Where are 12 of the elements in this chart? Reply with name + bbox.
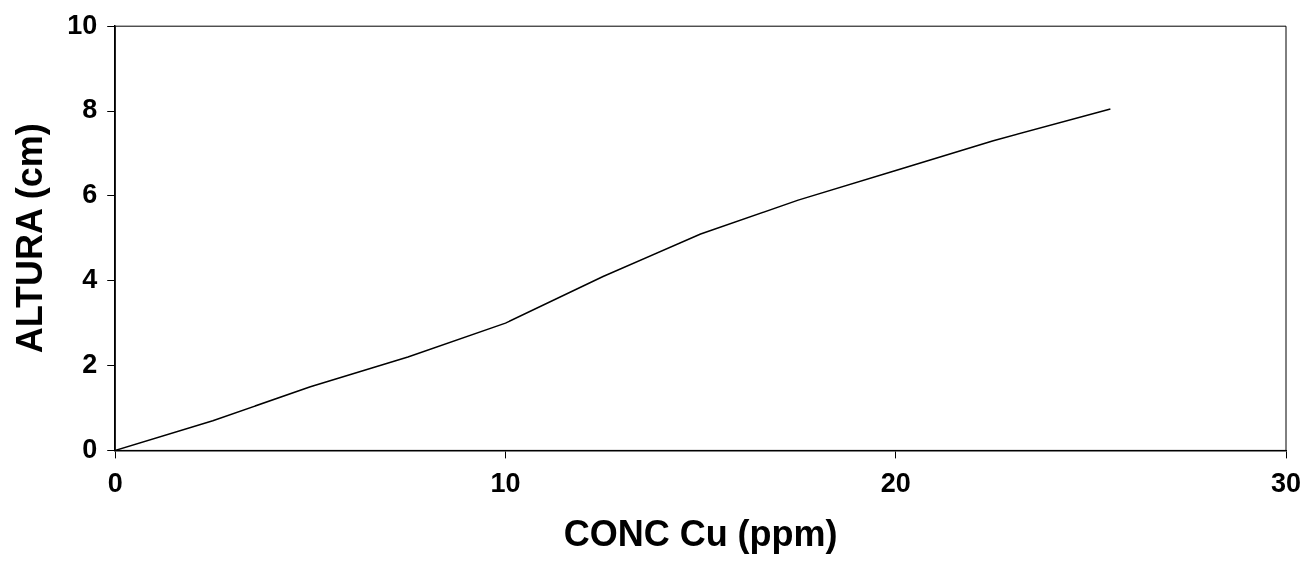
x-tick-label: 20 — [880, 468, 911, 499]
y-tick-label: 0 — [82, 433, 98, 464]
y-tick-label: 6 — [82, 179, 98, 210]
x-tick-label: 10 — [490, 468, 521, 499]
x-tick-label: 30 — [1270, 468, 1302, 499]
y-tick-label: 8 — [82, 94, 98, 125]
y-tick-label: 4 — [82, 264, 98, 295]
x-tick-label: 0 — [107, 468, 123, 499]
x-axis-title: CONC Cu (ppm) — [563, 513, 838, 555]
y-tick-label: 2 — [82, 349, 98, 380]
y-tick-label: 10 — [67, 9, 98, 40]
y-axis-title: ALTURA (cm) — [8, 123, 50, 354]
